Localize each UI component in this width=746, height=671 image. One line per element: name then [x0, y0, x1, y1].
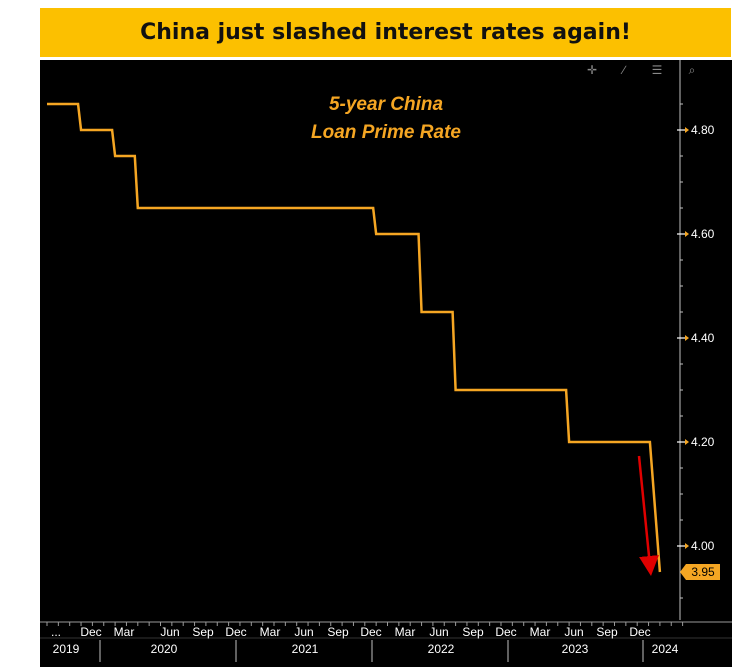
- crosshair-icon[interactable]: ✛: [586, 63, 598, 77]
- series-line: [47, 102, 662, 573]
- last-value-badge: [680, 564, 720, 580]
- x-year-label: 2022: [428, 642, 455, 656]
- x-month-label: Dec: [80, 625, 101, 639]
- y-tick-label: 4.40: [691, 331, 715, 345]
- page-title: China just slashed interest rates again!: [140, 20, 631, 45]
- y-tick-label: 4.80: [691, 123, 715, 137]
- title-banner: China just slashed interest rates again!: [40, 8, 731, 57]
- x-year-label: 2020: [151, 642, 178, 656]
- y-tick-marker: [685, 231, 689, 237]
- annotation-arrow: [637, 455, 659, 576]
- y-tick-marker: [685, 543, 689, 549]
- x-month-label: Dec: [629, 625, 650, 639]
- x-month-label: ...: [51, 625, 61, 639]
- x-month-label: Mar: [530, 625, 551, 639]
- y-tick-label: 4.20: [691, 435, 715, 449]
- search-icon[interactable]: ⌕: [688, 63, 696, 77]
- x-year-label: 2021: [292, 642, 319, 656]
- x-month-label: Dec: [225, 625, 246, 639]
- x-month-label: Sep: [327, 625, 349, 639]
- last-value-label: 3.95: [691, 565, 715, 579]
- y-tick-marker: [685, 439, 689, 445]
- x-month-label: Sep: [596, 625, 618, 639]
- x-month-label: Jun: [294, 625, 313, 639]
- year-band: [40, 638, 732, 667]
- x-year-label: 2024: [652, 642, 679, 656]
- y-tick-marker: [685, 335, 689, 341]
- x-month-label: Mar: [114, 625, 135, 639]
- y-tick-marker: [685, 127, 689, 133]
- x-month-label: Mar: [395, 625, 416, 639]
- pencil-icon[interactable]: ∕: [622, 63, 625, 77]
- x-month-label: Jun: [429, 625, 448, 639]
- x-month-label: Jun: [160, 625, 179, 639]
- chart-subtitle: Loan Prime Rate: [311, 122, 461, 143]
- chart-panel: [40, 60, 732, 667]
- x-year-label: 2023: [562, 642, 589, 656]
- x-month-label: Sep: [192, 625, 214, 639]
- x-month-label: Sep: [462, 625, 484, 639]
- x-month-label: Dec: [360, 625, 381, 639]
- x-month-label: Mar: [260, 625, 281, 639]
- x-month-label: Jun: [564, 625, 583, 639]
- x-year-label: 2019: [53, 642, 80, 656]
- x-month-label: Dec: [495, 625, 516, 639]
- y-tick-label: 4.00: [691, 539, 715, 553]
- list-icon[interactable]: ☰: [651, 63, 663, 77]
- chart-title: 5-year China: [329, 94, 443, 115]
- y-tick-label: 4.60: [691, 227, 715, 241]
